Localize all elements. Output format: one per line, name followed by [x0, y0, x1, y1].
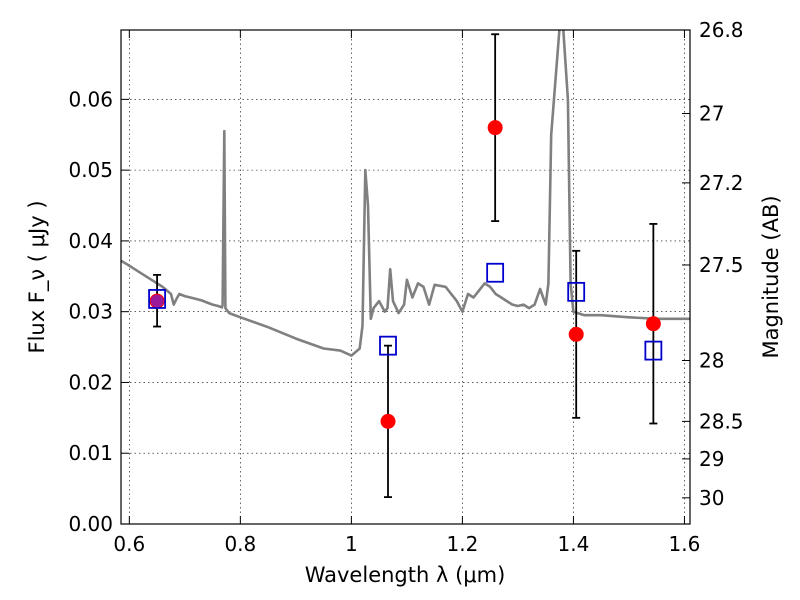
observed-point	[568, 326, 584, 342]
observed-point	[380, 413, 396, 429]
model-photometry-square	[148, 289, 166, 309]
observed-point	[487, 120, 503, 136]
right-tick-label: 28.5	[699, 409, 744, 433]
x-tick-label: 0.6	[113, 532, 145, 556]
y-axis-right-label: Magnitude (AB)	[759, 195, 783, 358]
x-tick-label: 1.6	[669, 532, 701, 556]
right-tick-label: 27	[699, 102, 724, 126]
overlap-point	[150, 294, 164, 308]
y-tick-label: 0.04	[68, 229, 113, 253]
right-tick-label: 26.8	[699, 18, 744, 42]
grid	[121, 30, 690, 525]
data-points-layer	[148, 33, 663, 499]
axis-ticks: 0.6 0.8 1 1.2 1.4 1.6 0.00 0.01 0.02 0.03 0.04 0.05…	[68, 18, 743, 556]
x-tick-label: 1	[345, 532, 358, 556]
model-photometry-square	[379, 335, 397, 356]
y-tick-label: 0.02	[68, 370, 113, 394]
model-photometry-square	[644, 340, 663, 361]
right-tick-label: 30	[699, 486, 724, 510]
model-photometry-square	[567, 281, 586, 302]
right-tick-label: 27.5	[699, 253, 744, 277]
model-spectrum-layer	[121, 30, 690, 357]
x-tick-label: 1.4	[558, 532, 590, 556]
y-tick-label: 0.00	[68, 512, 113, 536]
observed-point	[645, 316, 661, 332]
x-tick-label: 0.8	[224, 532, 256, 556]
x-tick-label: 1.2	[446, 532, 478, 556]
model-photometry-square	[486, 262, 505, 283]
right-tick-label: 28	[699, 349, 724, 373]
y-tick-label: 0.05	[68, 158, 113, 182]
right-tick-label: 27.2	[699, 171, 744, 195]
x-axis-label: Wavelength λ (μm)	[305, 563, 506, 587]
y-axis-label: Flux F_ν ( μJy )	[25, 200, 50, 353]
right-tick-label: 29	[699, 447, 724, 471]
y-tick-label: 0.01	[68, 441, 113, 465]
y-tick-label: 0.06	[68, 87, 113, 111]
model-spectrum-line	[121, 30, 690, 357]
y-tick-label: 0.03	[68, 300, 113, 324]
plot-frame	[120, 29, 691, 525]
